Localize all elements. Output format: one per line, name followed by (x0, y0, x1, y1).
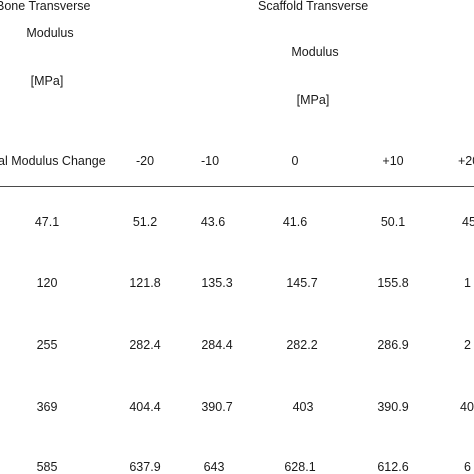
column-header: -10 (200, 154, 220, 168)
table-cell: 628.1 (284, 460, 316, 474)
table-cell: 643 (203, 460, 225, 474)
table-cell: 43.6 (200, 215, 226, 229)
bone-modulus-cell: 255 (36, 338, 58, 352)
table-cell: 286.9 (377, 338, 409, 352)
table-cell: 50.1 (380, 215, 406, 229)
table-cell: 6 (464, 460, 471, 474)
column-header: 0 (291, 154, 299, 168)
row-label-header: al Modulus Change (0, 154, 106, 168)
table-cell: 612.6 (377, 460, 409, 474)
column-header: +20 (458, 154, 474, 168)
bone-modulus-cell: 47.1 (34, 215, 60, 229)
table-cell: 282.2 (286, 338, 318, 352)
table-cell: 40 (460, 400, 474, 414)
table-cell: 2 (464, 338, 471, 352)
table-cell: 390.9 (377, 400, 409, 414)
table-cell: 1 (464, 276, 471, 290)
bone-modulus-cell: 369 (36, 400, 58, 414)
table-cell: 404.4 (129, 400, 161, 414)
column-header: +10 (382, 154, 404, 168)
table-cell: 282.4 (129, 338, 161, 352)
scaffold-header-line2: Modulus (291, 45, 339, 59)
table-cell: 155.8 (377, 276, 409, 290)
bone-modulus-cell: 585 (36, 460, 58, 474)
scaffold-header-line3: [MPa] (296, 93, 330, 107)
table-cell: 403 (292, 400, 314, 414)
table-cell: 41.6 (282, 215, 308, 229)
table-cell: 145.7 (286, 276, 318, 290)
bone-header-line2: Modulus (26, 26, 74, 40)
table-cell: 637.9 (129, 460, 161, 474)
scaffold-header-line1: Scaffold Transverse (258, 0, 369, 13)
bone-header-line1: Bone Transverse (0, 0, 91, 13)
table-cell: 121.8 (129, 276, 161, 290)
table-cell: 45 (462, 215, 474, 229)
table-cell: 51.2 (132, 215, 158, 229)
column-header: -20 (135, 154, 155, 168)
bone-modulus-cell: 120 (36, 276, 58, 290)
bone-header-line3: [MPa] (30, 74, 64, 88)
table-cell: 390.7 (201, 400, 233, 414)
table-cell: 284.4 (201, 338, 233, 352)
header-divider (0, 186, 474, 187)
table-cell: 135.3 (201, 276, 233, 290)
